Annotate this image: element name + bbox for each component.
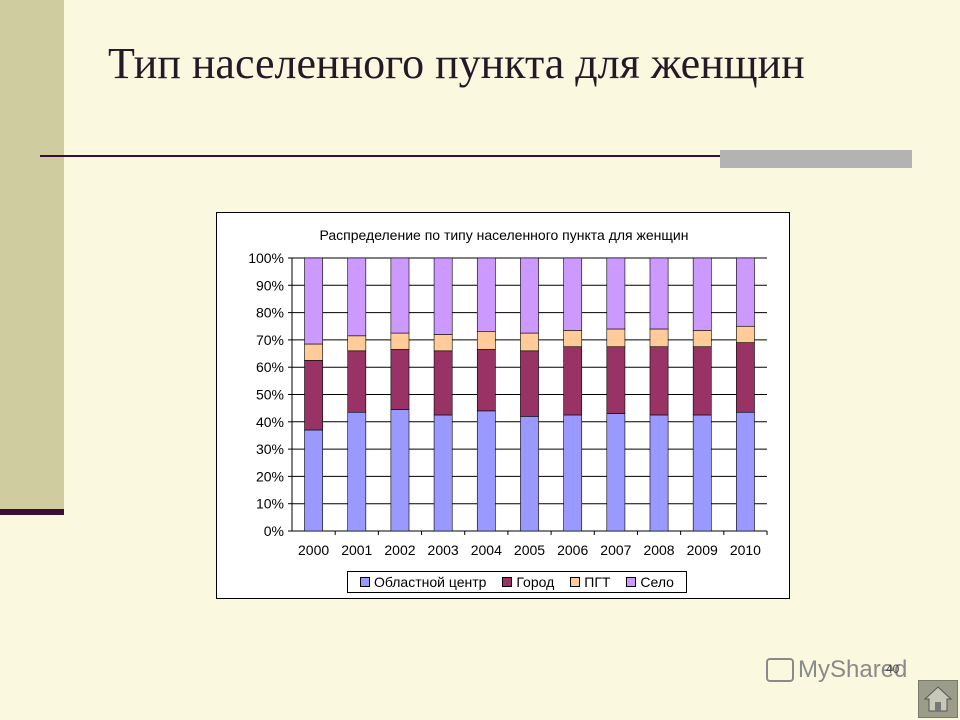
home-icon xyxy=(923,686,953,712)
x-tick-label: 2004 xyxy=(471,542,502,558)
chart-frame: Распределение по типу населенного пункта… xyxy=(216,212,790,599)
chart-title: Распределение по типу населенного пункта… xyxy=(319,227,689,243)
bar-segment xyxy=(563,330,583,348)
y-tick-label: 50% xyxy=(256,387,284,403)
bar-segment xyxy=(649,414,669,532)
bar-segment xyxy=(692,346,712,416)
left-decor-band xyxy=(0,0,64,512)
bar-segment xyxy=(520,332,539,352)
bar-segment xyxy=(606,257,626,330)
bar-segment xyxy=(390,257,410,334)
bar-segment xyxy=(563,414,583,532)
bar-segment xyxy=(476,349,496,412)
bar-segment xyxy=(347,350,367,413)
legend-swatch xyxy=(626,577,637,587)
legend-label: Областной центр xyxy=(373,574,487,590)
x-tick-label: 2003 xyxy=(428,542,459,558)
x-tick-label: 2008 xyxy=(643,542,674,558)
y-tick-label: 40% xyxy=(256,414,284,430)
bar-segment xyxy=(520,416,539,532)
page-number: 40 xyxy=(886,662,900,676)
x-tick-label: 2007 xyxy=(600,542,631,558)
legend-item: Село xyxy=(626,574,674,590)
x-tick-label: 2000 xyxy=(298,542,329,558)
x-tick-label: 2005 xyxy=(514,542,545,558)
legend-label: ПГТ xyxy=(584,574,611,590)
chart-legend: Областной центр Город ПГТ Село xyxy=(347,571,687,593)
bar-segment xyxy=(347,335,367,352)
legend-item: Город xyxy=(502,574,554,590)
bar-segment xyxy=(304,257,323,345)
bar-segment xyxy=(304,429,323,532)
home-button[interactable] xyxy=(918,680,958,718)
y-tick-label: 0% xyxy=(264,523,284,539)
bar-segment xyxy=(606,328,626,348)
y-tick-label: 10% xyxy=(256,496,284,512)
bar-segment xyxy=(649,328,669,348)
bar-segment xyxy=(520,257,539,334)
title-rule-accent xyxy=(720,150,912,168)
watermark: MyShared xyxy=(766,656,907,684)
x-tick-label: 2010 xyxy=(730,542,761,558)
bar-segment xyxy=(692,330,712,348)
bar-segment xyxy=(692,257,712,331)
y-tick-label: 80% xyxy=(256,305,284,321)
bar-segment xyxy=(347,257,367,337)
bar-segment xyxy=(390,409,410,532)
bar-segment xyxy=(304,343,323,361)
bar-segment xyxy=(433,257,453,335)
legend-item: ПГТ xyxy=(570,574,610,590)
bar-segment xyxy=(649,346,669,416)
bar-segment xyxy=(433,334,453,352)
bar-segment xyxy=(433,414,453,532)
bar-segment xyxy=(736,325,755,343)
bar-segment xyxy=(563,346,583,416)
bar-segment xyxy=(390,349,410,410)
bar-segment xyxy=(649,257,669,330)
legend-label: Город xyxy=(516,574,555,590)
bar-segment xyxy=(390,332,410,350)
y-tick-label: 20% xyxy=(256,468,284,484)
chart-svg: 0% 10% 20% 30% 40% 50% 60% 70% 80% 90% 100% 2000 200… xyxy=(248,250,768,558)
slide-title: Тип населенного пункта для женщин xyxy=(108,39,805,88)
legend-item: Областной центр xyxy=(359,574,487,590)
left-decor-bar xyxy=(0,509,64,515)
bar-segment xyxy=(433,350,453,416)
bar-segment xyxy=(476,331,496,350)
legend-swatch xyxy=(570,577,581,587)
bar-segment xyxy=(347,411,367,532)
legend-swatch xyxy=(502,577,513,587)
legend-label: Село xyxy=(640,574,674,590)
bar-segment xyxy=(476,410,496,532)
bar-segment xyxy=(520,350,539,417)
x-tick-label: 2009 xyxy=(687,542,718,558)
legend-swatch xyxy=(359,577,370,587)
x-tick-label: 2006 xyxy=(557,542,588,558)
bar-segment xyxy=(692,414,712,532)
y-tick-label: 100% xyxy=(248,250,284,266)
title-rule xyxy=(40,155,912,157)
x-tick-label: 2001 xyxy=(341,542,372,558)
bar-segment xyxy=(606,413,626,532)
y-tick-label: 90% xyxy=(256,277,284,293)
y-tick-label: 60% xyxy=(256,359,284,375)
bar-segment xyxy=(736,257,755,327)
bar-segment xyxy=(606,346,626,414)
y-tick-label: 70% xyxy=(256,332,284,348)
bar-segment xyxy=(304,360,323,431)
bar-segment xyxy=(736,342,755,413)
y-tick-label: 30% xyxy=(256,441,284,457)
watermark-text: MyShared xyxy=(798,656,908,683)
bar-segment xyxy=(736,411,755,532)
bar-segment xyxy=(476,257,496,333)
bar-segment xyxy=(563,257,583,331)
watermark-logo-icon xyxy=(766,658,794,682)
x-tick-label: 2002 xyxy=(384,542,415,558)
